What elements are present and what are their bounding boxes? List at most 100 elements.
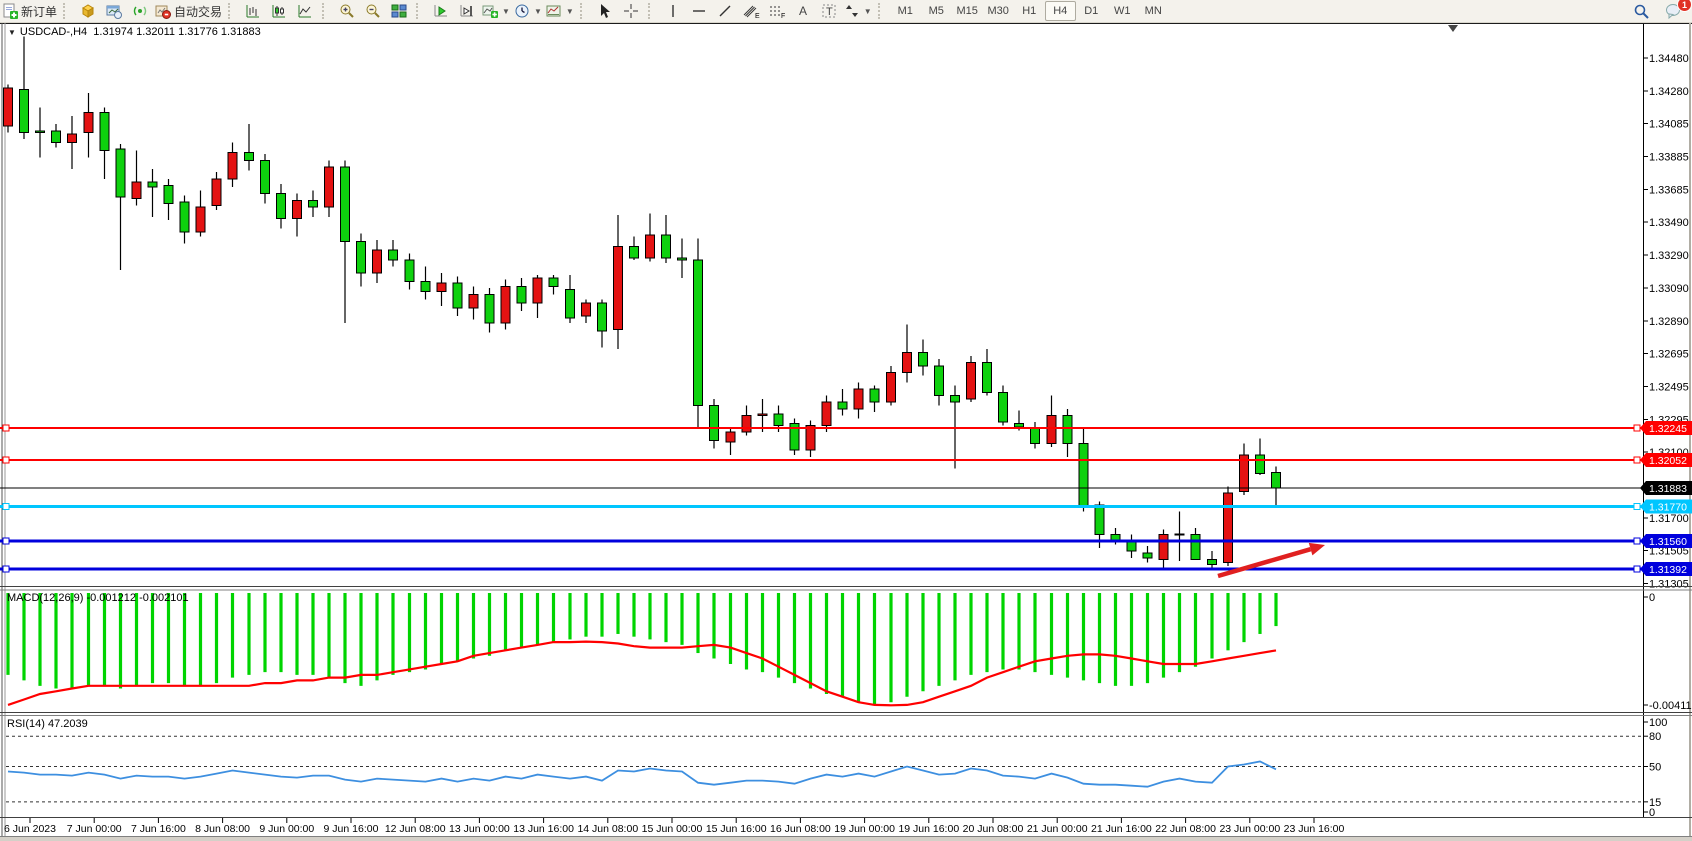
toolbar-right-group: 1 (1628, 0, 1692, 21)
svg-text:12 Jun 08:00: 12 Jun 08:00 (385, 823, 446, 835)
svg-text:23 Jun 16:00: 23 Jun 16:00 (1284, 823, 1345, 835)
equidistant-channel-icon: E (743, 5, 760, 19)
fibonacci-button[interactable]: F (764, 1, 790, 21)
toolbar-grip (877, 3, 887, 19)
periods-button[interactable]: ▼ (512, 1, 544, 21)
bar-chart-icon (246, 5, 260, 18)
indicators-icon (482, 5, 499, 18)
svg-text:E: E (755, 13, 760, 19)
timeframe-button-M1[interactable]: M1 (897, 5, 913, 17)
vertical-line-button[interactable] (660, 1, 686, 21)
indicators-button[interactable]: ▼ (480, 1, 512, 21)
toolbar-grip (322, 3, 331, 19)
timeframe-button-M30[interactable]: M30 (987, 5, 1009, 17)
zoom-in-button[interactable] (334, 1, 360, 21)
arrows-icon (845, 5, 858, 17)
svg-text:1.32695: 1.32695 (1649, 349, 1689, 361)
auto-scroll-icon (434, 5, 448, 17)
dropdown-caret-icon: ▼ (565, 6, 574, 16)
main-toolbar: 新订单 自动交易 (0, 0, 1692, 23)
line-chart-button[interactable] (292, 1, 318, 21)
svg-text:9 Jun 00:00: 9 Jun 00:00 (259, 823, 314, 835)
chart-symbol-label: USDCAD-,H4 (19, 26, 88, 38)
timeframe-button-M5[interactable]: M5 (928, 5, 944, 17)
tile-windows-button[interactable] (386, 1, 412, 21)
rsi-indicator-label: RSI(14) 47.2039 (7, 718, 88, 730)
yellow-box-icon (82, 4, 94, 18)
chart-quote-line: 1.31974 1.32011 1.31776 1.31883 (93, 26, 261, 38)
toolbar-grip (579, 3, 589, 19)
svg-text:1.34280: 1.34280 (1649, 86, 1689, 98)
svg-text:7 Jun 16:00: 7 Jun 16:00 (131, 823, 186, 835)
notification-badge: 1 (1677, 0, 1692, 12)
svg-text:9 Jun 16:00: 9 Jun 16:00 (324, 823, 379, 835)
svg-text:16 Jun 08:00: 16 Jun 08:00 (770, 823, 831, 835)
svg-text:6 Jun 2023: 6 Jun 2023 (4, 823, 56, 835)
notifications-button[interactable]: 1 (1660, 0, 1692, 21)
auto-scroll-button[interactable] (428, 1, 454, 21)
autotrading-label: 自动交易 (174, 4, 223, 19)
timeframe-button-MN[interactable]: MN (1144, 5, 1162, 17)
signals-button[interactable] (127, 1, 153, 21)
trendline-button[interactable] (712, 1, 738, 21)
dropdown-caret-icon: ▼ (502, 6, 510, 16)
equidistant-channel-button[interactable]: E (738, 1, 764, 21)
crosshair-icon (623, 4, 638, 18)
zoom-out-button[interactable] (360, 1, 386, 21)
template-icon (546, 5, 561, 17)
text-label-button[interactable]: T (816, 1, 842, 21)
svg-text:1.31770: 1.31770 (1649, 502, 1687, 514)
trendline-icon (719, 5, 731, 17)
new-order-icon (3, 3, 18, 19)
svg-text:1.33685: 1.33685 (1649, 185, 1689, 197)
svg-text:1.32245: 1.32245 (1649, 423, 1687, 435)
arrows-button[interactable]: ▼ (842, 1, 874, 21)
cursor-button[interactable] (592, 1, 618, 21)
svg-text:21 Jun 16:00: 21 Jun 16:00 (1091, 823, 1152, 835)
timeframe-button-M15[interactable]: M15 (956, 5, 978, 17)
horizontal-line-button[interactable] (686, 1, 712, 21)
new-order-label: 新订单 (21, 4, 58, 19)
timeframe-button-H1[interactable]: H1 (1022, 5, 1037, 17)
svg-text:1.31505: 1.31505 (1649, 546, 1689, 558)
new-order-button[interactable]: 新订单 (0, 1, 59, 21)
chart-header[interactable]: ▼ USDCAD-,H4 1.31974 1.32011 1.31776 1.31… (8, 26, 261, 38)
search-button[interactable] (1628, 1, 1654, 21)
line-chart-icon (298, 5, 312, 18)
tile-windows-icon (391, 4, 407, 18)
chat-bubble-icon (1665, 4, 1680, 19)
bar-chart-button[interactable] (240, 1, 266, 21)
svg-text:19 Jun 00:00: 19 Jun 00:00 (834, 823, 895, 835)
svg-text:13 Jun 00:00: 13 Jun 00:00 (449, 823, 510, 835)
timeframe-button-H4[interactable]: H4 (1044, 1, 1076, 21)
svg-text:22 Jun 08:00: 22 Jun 08:00 (1155, 823, 1216, 835)
crosshair-button[interactable] (618, 1, 644, 21)
svg-text:15 Jun 16:00: 15 Jun 16:00 (706, 823, 767, 835)
svg-text:1.34480: 1.34480 (1649, 53, 1689, 65)
text-button[interactable]: A (790, 1, 816, 21)
charts-window-button[interactable] (101, 1, 127, 21)
autotrading-button[interactable]: 自动交易 (153, 1, 224, 21)
svg-text:F: F (781, 13, 785, 19)
svg-text:8 Jun 08:00: 8 Jun 08:00 (195, 823, 250, 835)
toolbar-grip (647, 3, 657, 19)
horizontal-line-icon (692, 10, 705, 12)
candlestick-chart-button[interactable] (266, 1, 292, 21)
templates-button[interactable]: ▼ (544, 1, 576, 21)
zoom-out-icon (366, 4, 380, 18)
timeframe-button-D1[interactable]: D1 (1084, 5, 1099, 17)
macd-indicator-label: MACD(12,26,9) -0.001212 -0.002101 (7, 592, 189, 604)
text-icon: A (799, 4, 807, 18)
svg-text:1.31700: 1.31700 (1649, 513, 1689, 525)
svg-text:1.32890: 1.32890 (1649, 316, 1689, 328)
svg-text:1.33885: 1.33885 (1649, 152, 1689, 164)
svg-text:1.34085: 1.34085 (1649, 119, 1689, 131)
timeframe-button-W1[interactable]: W1 (1113, 5, 1131, 17)
chart-shift-button[interactable] (454, 1, 480, 21)
signal-icon (133, 6, 147, 16)
svg-text:50: 50 (1649, 762, 1661, 774)
svg-text:0: 0 (1649, 807, 1655, 819)
styler-button[interactable] (75, 1, 101, 21)
toolbar-grip (63, 3, 72, 19)
